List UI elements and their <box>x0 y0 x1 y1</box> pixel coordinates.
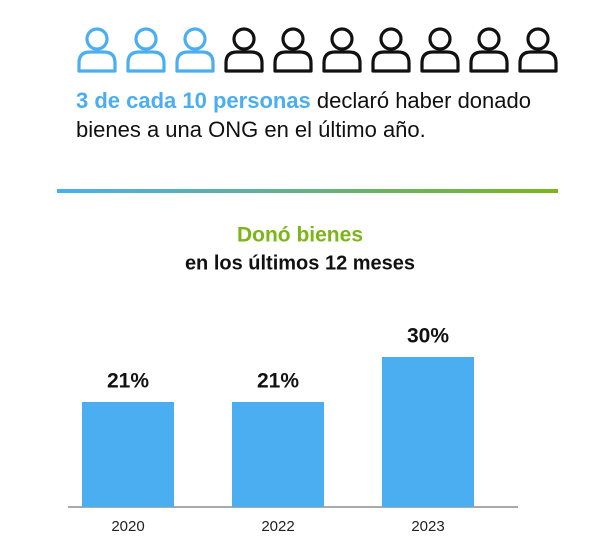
value-label: 30% <box>407 325 449 348</box>
x-tick-label: 2023 <box>411 518 444 535</box>
person-icon <box>420 27 460 73</box>
person-icon <box>322 27 362 73</box>
person-icon <box>371 27 411 73</box>
icon-head <box>428 27 452 51</box>
person-icon <box>77 27 117 73</box>
icon-body <box>126 50 166 73</box>
icon-body <box>371 50 411 73</box>
icon-body <box>420 50 460 73</box>
icon-head <box>379 27 403 51</box>
icon-head <box>85 27 109 51</box>
statement-highlight: 3 de cada 10 personas <box>76 88 311 113</box>
chart-subtitle: en los últimos 12 meses <box>185 252 415 274</box>
person-icon <box>126 27 166 73</box>
icon-body <box>518 50 558 73</box>
person-icon <box>518 27 558 73</box>
icon-head <box>281 27 305 51</box>
icon-head <box>232 27 256 51</box>
bar <box>82 402 174 507</box>
person-icon <box>224 27 264 73</box>
statement-text: declaró haber donado bienes a una ONG en… <box>76 88 531 142</box>
icon-head <box>134 27 158 51</box>
value-label: 21% <box>257 370 299 393</box>
divider <box>57 189 558 193</box>
person-icon <box>273 27 313 73</box>
x-tick-label: 2022 <box>261 518 294 535</box>
bar <box>382 357 474 507</box>
icon-head <box>330 27 354 51</box>
icon-head <box>183 27 207 51</box>
icon-body <box>175 50 215 73</box>
icon-head <box>526 27 550 51</box>
icon-body <box>322 50 362 73</box>
bar <box>232 402 324 507</box>
value-label: 21% <box>107 370 149 393</box>
icon-body <box>469 50 509 73</box>
person-icon <box>469 27 509 73</box>
chart-title: Donó bienes <box>237 224 363 247</box>
statement: 3 de cada 10 personas declaró haber dona… <box>76 86 546 144</box>
person-icon <box>175 27 215 73</box>
icon-body <box>273 50 313 73</box>
icon-body <box>77 50 117 73</box>
icon-head <box>477 27 501 51</box>
x-tick-label: 2020 <box>111 518 144 535</box>
icon-body <box>224 50 264 73</box>
